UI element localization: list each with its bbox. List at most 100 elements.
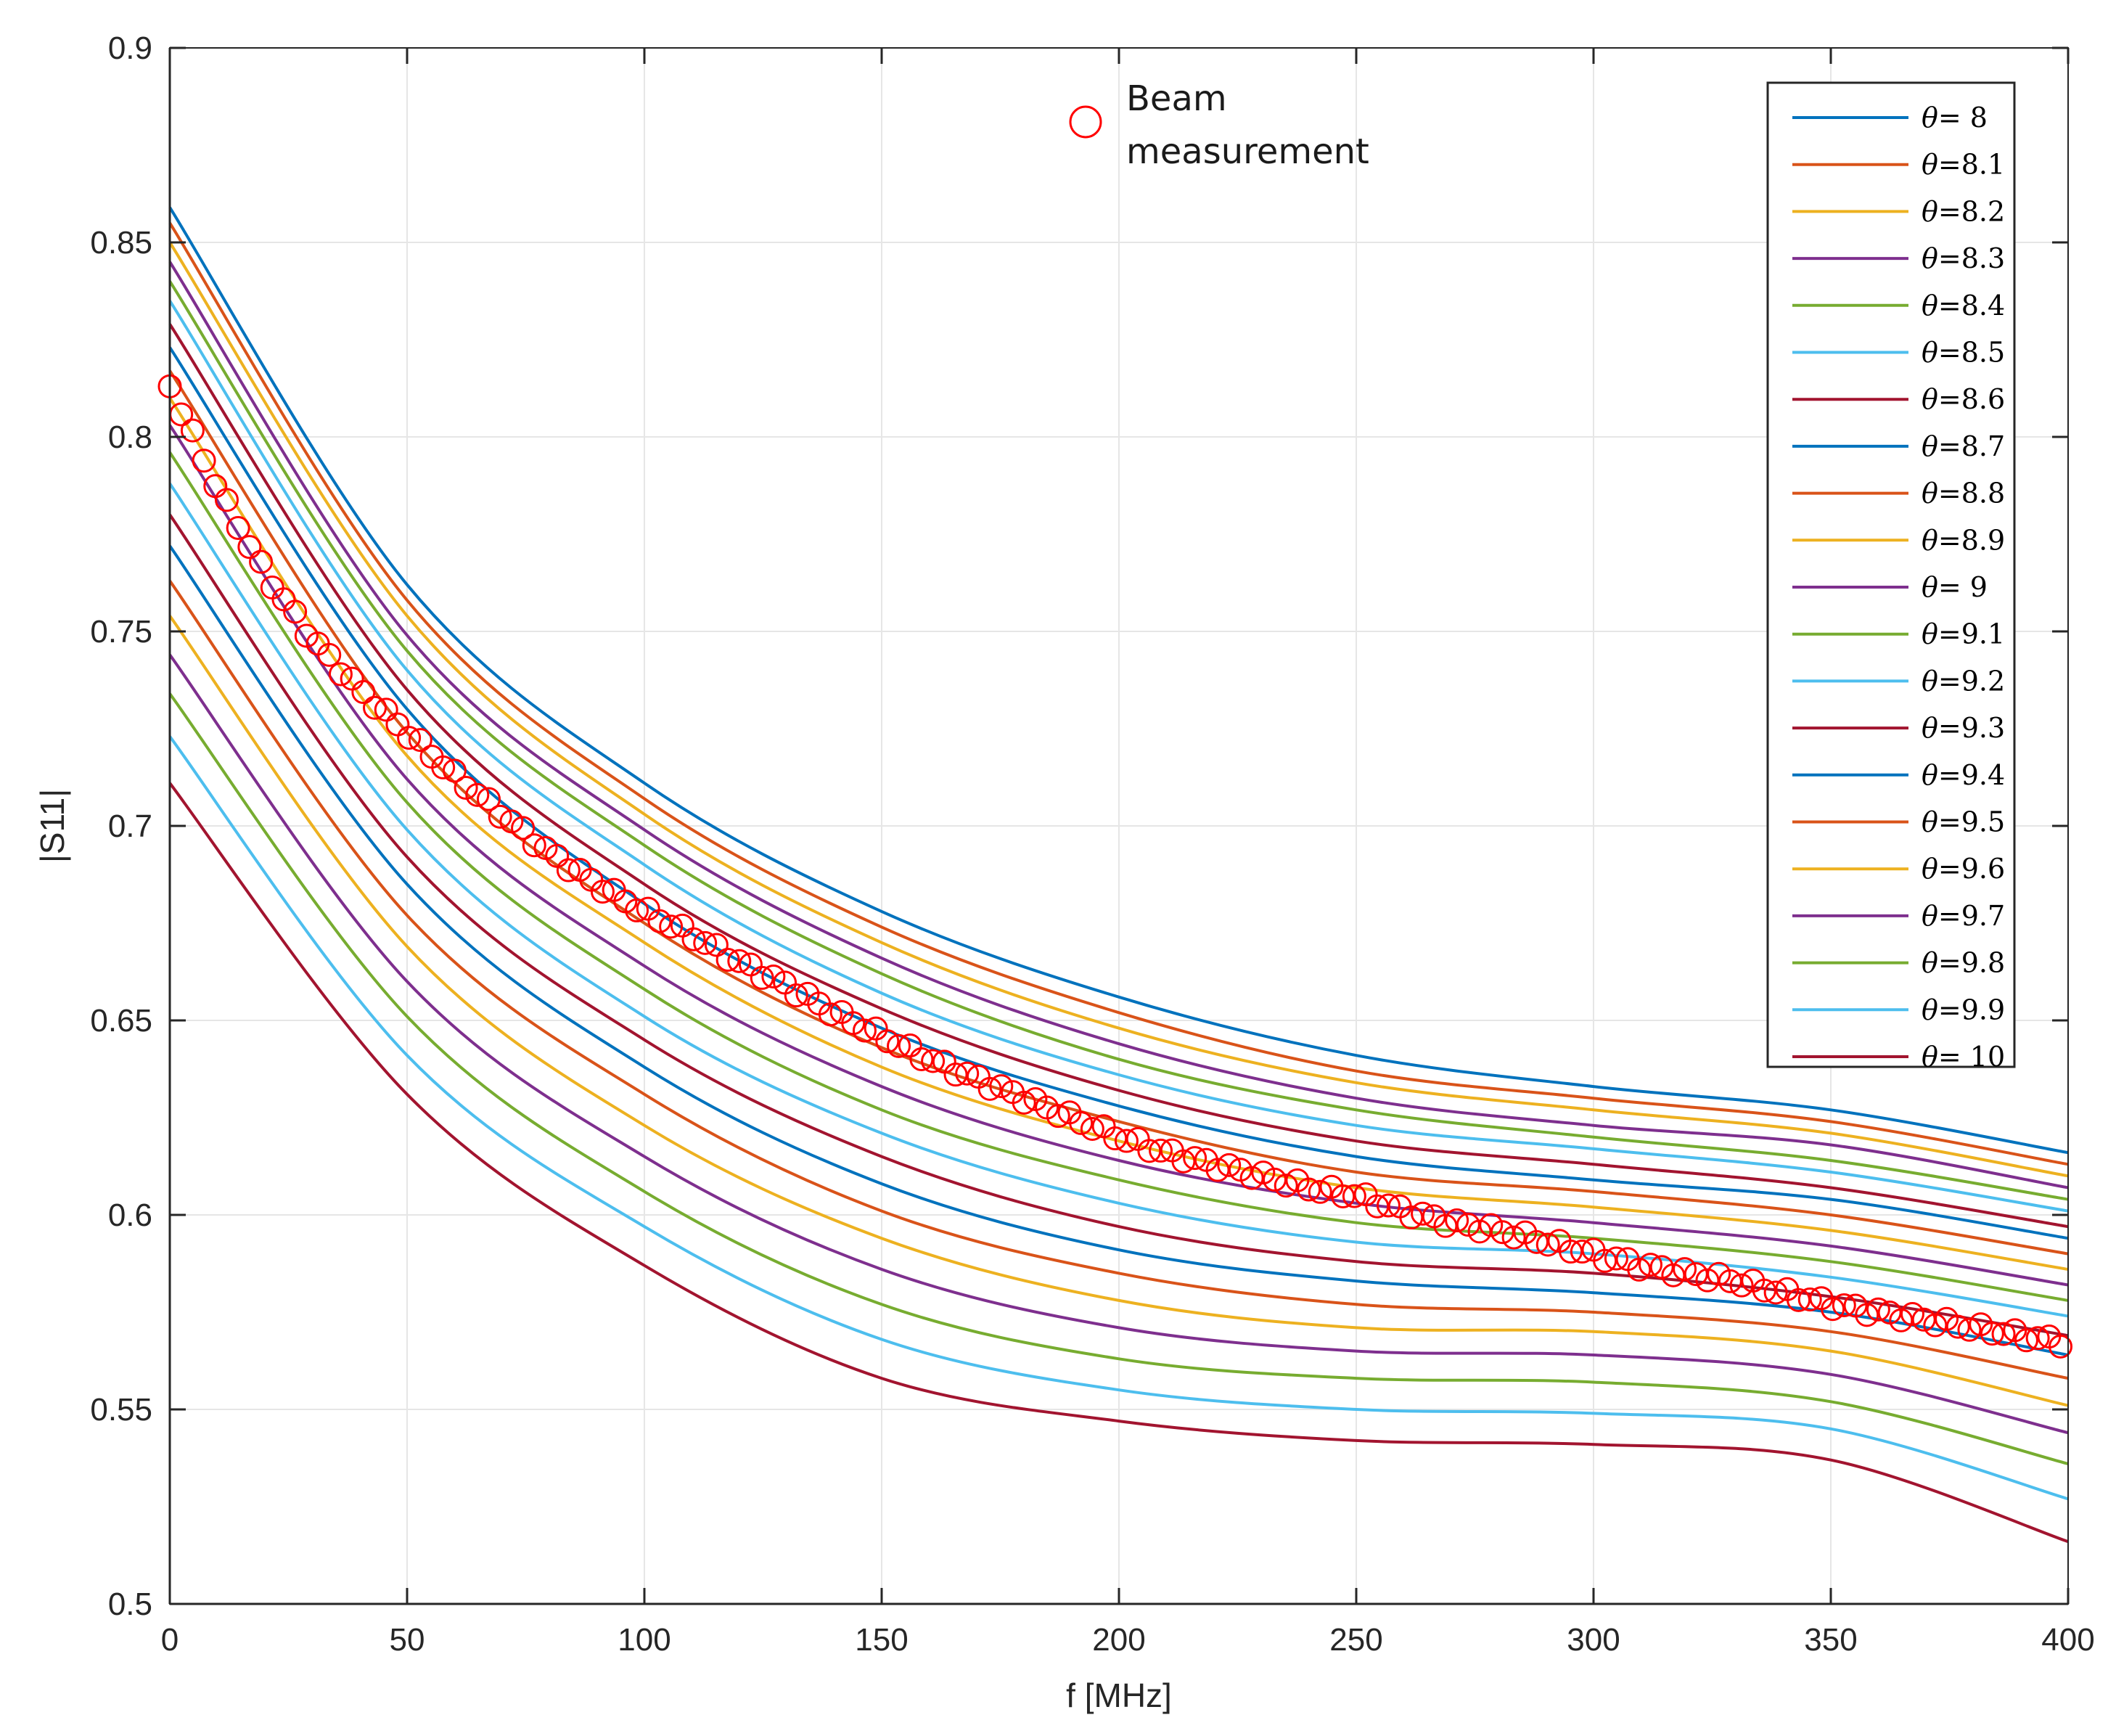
measurement-point (1297, 1177, 1321, 1202)
measurement-point (1559, 1240, 1583, 1264)
measurement-point (476, 787, 501, 811)
measurement-point (2025, 1326, 2050, 1351)
y-tick-label: 0.9 (108, 30, 152, 66)
measurement-point (192, 449, 216, 473)
series-line-16 (168, 615, 2069, 1407)
legend-label-8: θ=8.8 (1922, 478, 2005, 509)
legend-label-20: θ= 10 (1922, 1041, 2005, 1073)
measurement-point (1217, 1152, 1242, 1177)
legend-value-14: =9.4 (1938, 759, 2005, 791)
measurement-point (1866, 1297, 1890, 1322)
measurement-point (1183, 1146, 1207, 1171)
measurement-point (1604, 1246, 1628, 1271)
legend-value-7: =8.7 (1938, 430, 2005, 462)
measurement-markers (157, 374, 2073, 1359)
measurement-point (1570, 1240, 1594, 1264)
measurement-point (374, 697, 398, 722)
x-tick-label: 150 (855, 1622, 908, 1658)
y-tick-label: 0.75 (90, 614, 152, 650)
measurement-point (681, 927, 706, 951)
measurement-point (852, 1018, 877, 1043)
series-line-2 (168, 241, 2069, 1178)
measurement-point (1308, 1179, 1332, 1204)
x-tick-label: 250 (1329, 1622, 1382, 1658)
measurement-point (363, 695, 387, 720)
legend-label-9: θ=8.9 (1922, 524, 2005, 556)
measurement-point (1239, 1166, 1264, 1190)
measurement-point (397, 726, 422, 750)
measurement-point (921, 1049, 946, 1073)
y-tick-label: 0.65 (90, 1003, 152, 1039)
grid (170, 48, 2068, 1604)
measurement-point (1900, 1302, 1924, 1327)
measurement-point (818, 1002, 842, 1027)
series-line-8 (168, 369, 2069, 1256)
measurement-point (1797, 1287, 1822, 1311)
measurement-point (556, 858, 581, 883)
measurement-point (750, 965, 774, 990)
legend-value-16: =9.6 (1938, 853, 2005, 885)
measurement-point (590, 880, 615, 904)
series-line-12 (168, 483, 2069, 1318)
measurement-point (1535, 1232, 1560, 1257)
x-tick-label: 300 (1567, 1622, 1620, 1658)
measurement-point (715, 947, 740, 972)
legend-label-16: θ=9.6 (1922, 853, 2005, 885)
series-line-15 (168, 580, 2069, 1380)
measurement-point (1821, 1297, 1845, 1322)
series-line-7 (168, 346, 2069, 1240)
measurement-point (1957, 1317, 1982, 1342)
measurement-point (1980, 1322, 2004, 1346)
measurement-point (1787, 1287, 1811, 1312)
x-tick-label: 200 (1092, 1622, 1145, 1658)
legend-value-13: =9.3 (1938, 712, 2005, 744)
legend-label-10: θ= 9 (1922, 571, 1988, 603)
legend-label-13: θ=9.3 (1922, 712, 2005, 744)
measurement-point (659, 914, 684, 939)
legend-value-2: =8.2 (1938, 195, 2005, 227)
measurement-point (1752, 1278, 1776, 1303)
measurement-point (1411, 1201, 1435, 1226)
legend-value-3: =8.3 (1938, 242, 2005, 274)
series-line-19 (168, 735, 2069, 1501)
measurement-point (1763, 1280, 1788, 1305)
measurement-point (1627, 1257, 1652, 1282)
measurement-point (977, 1076, 1002, 1101)
series-line-14 (168, 544, 2069, 1356)
x-axis-label: f [MHz] (1066, 1676, 1172, 1714)
legend-label-1: θ=8.1 (1922, 149, 2005, 181)
measurement-point (488, 804, 512, 829)
measurement-point (1342, 1184, 1366, 1208)
measurement-point (727, 949, 752, 973)
measurement-point (1832, 1293, 1856, 1317)
measurement-point (1251, 1160, 1276, 1185)
legend-value-4: =8.4 (1938, 290, 2005, 322)
measurement-point (283, 599, 308, 624)
measurement-point (226, 515, 250, 540)
measurement-point (2014, 1328, 2038, 1353)
measurement-point (1479, 1213, 1504, 1237)
series-line-10 (168, 424, 2069, 1287)
measurement-annotation: Beam measurement (1069, 78, 1369, 172)
measurement-point (328, 662, 353, 687)
legend-label-17: θ=9.7 (1922, 900, 2005, 932)
x-tick-label: 100 (618, 1622, 671, 1658)
y-ticks: 0.5 0.55 0.6 0.65 0.7 0.75 0.8 0.85 0.9 (90, 30, 2068, 1622)
legend-value-9: =8.9 (1938, 524, 2005, 556)
y-tick-label: 0.55 (90, 1392, 152, 1428)
legend-value-20: = 10 (1938, 1041, 2005, 1073)
legend-value-0: = 8 (1938, 102, 1988, 134)
measurement-point (522, 833, 546, 858)
measurement-point (704, 933, 729, 957)
legend-label-2: θ=8.2 (1922, 195, 2005, 227)
series-line-0 (168, 206, 2069, 1155)
legend-value-6: =8.6 (1938, 383, 2005, 415)
legend-value-19: =9.9 (1938, 994, 2005, 1025)
legend-box (1766, 81, 2016, 1068)
legend-value-11: =9.1 (1938, 618, 2005, 650)
legend-value-1: =8.1 (1938, 149, 2005, 181)
series-line-18 (168, 692, 2069, 1465)
measurement-point (408, 728, 432, 753)
measurement-point (214, 488, 239, 512)
